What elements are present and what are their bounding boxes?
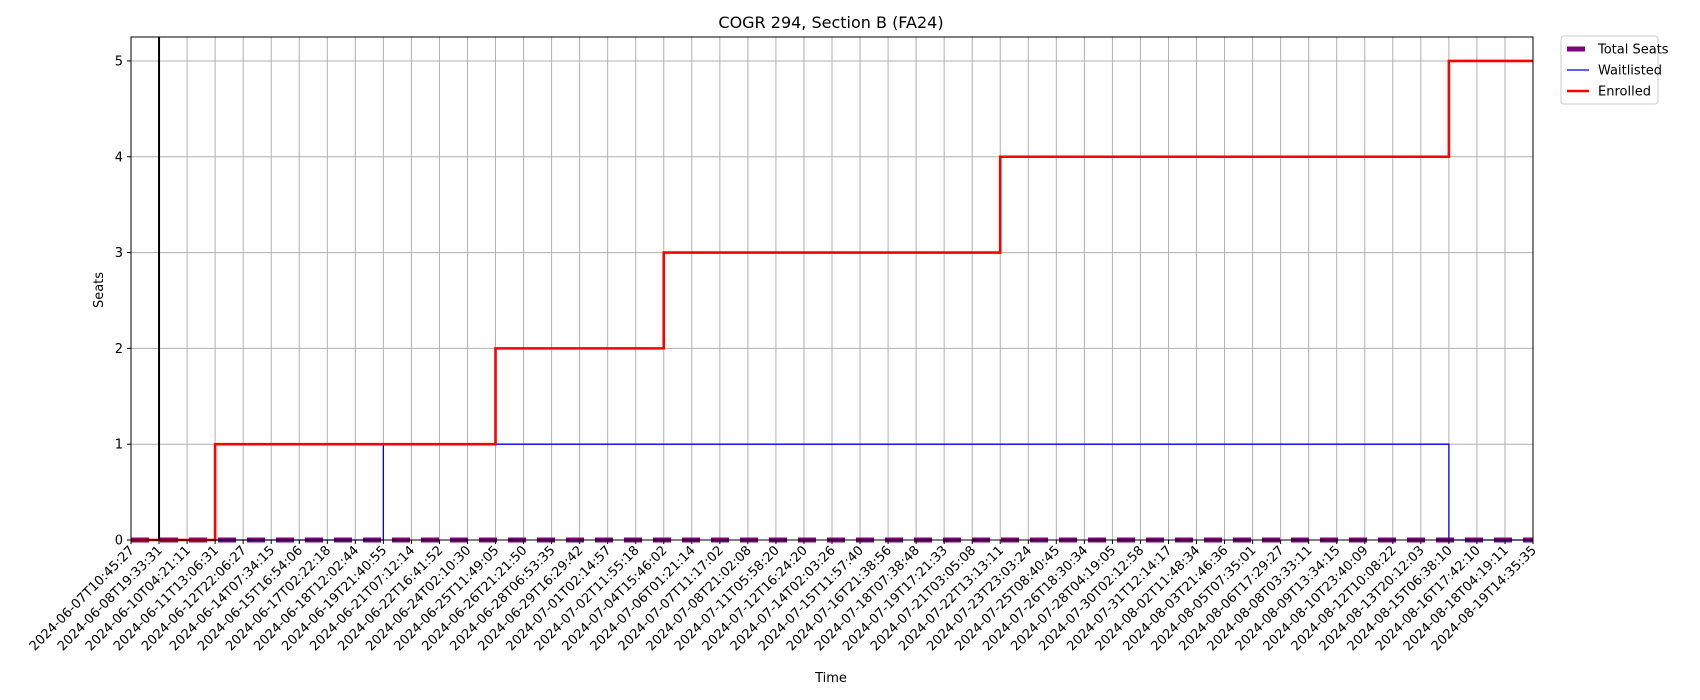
y-tick-label: 1: [115, 438, 123, 453]
y-tick-label: 4: [115, 150, 123, 165]
y-tick-label: 3: [115, 246, 123, 261]
y-tick-label: 2: [115, 342, 123, 357]
series-enrolled-line: [131, 59, 1533, 542]
y-tick-label: 5: [115, 54, 123, 69]
legend-label: Enrolled: [1598, 85, 1651, 100]
y-axis: 0 1 2 3 4 5: [115, 54, 131, 549]
grid-lines: [130, 37, 1534, 541]
chart-title: COGR 294, Section B (FA24): [718, 13, 943, 32]
legend-box: [1560, 35, 1659, 105]
y-tick-label: 0: [115, 534, 123, 549]
legend-label: Total Seats: [1597, 43, 1669, 58]
y-axis-title: Seats: [92, 272, 107, 308]
x-axis: 2024-06-07T10:45:272024-06-08T19:33:3120…: [27, 540, 1540, 654]
legend: Total Seats Waitlisted Enrolled: [1560, 35, 1669, 105]
x-axis-title: Time: [814, 671, 847, 686]
legend-label: Waitlisted: [1598, 64, 1662, 79]
